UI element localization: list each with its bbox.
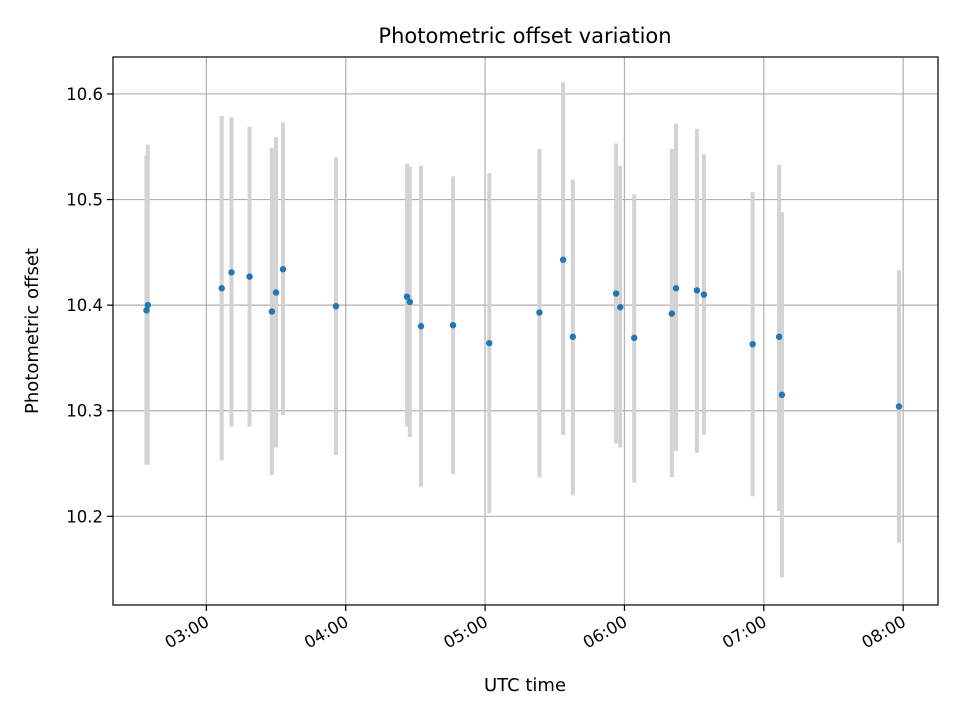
- data-point: [668, 310, 676, 317]
- data-point: [144, 301, 152, 309]
- data-points: [143, 256, 903, 410]
- data-point: [143, 307, 150, 314]
- y-tick-label: 10.4: [66, 296, 103, 315]
- data-point: [617, 304, 624, 311]
- x-axis-label: UTC time: [484, 675, 566, 696]
- data-point: [749, 340, 756, 348]
- data-point: [630, 334, 638, 342]
- data-point: [569, 333, 577, 341]
- data-point: [218, 285, 225, 292]
- data-point: [417, 323, 425, 330]
- data-point: [228, 269, 235, 276]
- y-axis-ticks: 10.2 10.3 10.4 10.5 10.6: [66, 85, 113, 526]
- data-point: [775, 333, 783, 341]
- data-point: [612, 290, 620, 297]
- y-tick-label: 10.5: [66, 191, 103, 210]
- y-tick-label: 10.6: [66, 85, 103, 104]
- data-point: [700, 291, 708, 298]
- data-point: [406, 298, 414, 306]
- plot-frame: [112, 56, 939, 606]
- y-tick-label: 10.3: [66, 402, 103, 421]
- y-tick-label: 10.2: [66, 507, 103, 526]
- data-point: [536, 309, 543, 316]
- chart-title: Photometric offset variation: [378, 24, 671, 48]
- y-axis-label: Photometric offset: [22, 248, 43, 414]
- data-point: [246, 273, 253, 280]
- data-point: [268, 308, 276, 315]
- data-point: [403, 293, 411, 300]
- data-point: [895, 403, 903, 410]
- data-point: [778, 391, 786, 399]
- data-point: [272, 289, 280, 296]
- data-point: [279, 266, 287, 273]
- data-point: [559, 256, 567, 263]
- data-point: [486, 339, 493, 347]
- data-point: [672, 285, 680, 292]
- data-point: [693, 287, 701, 294]
- data-point: [332, 302, 340, 310]
- data-point: [449, 321, 457, 329]
